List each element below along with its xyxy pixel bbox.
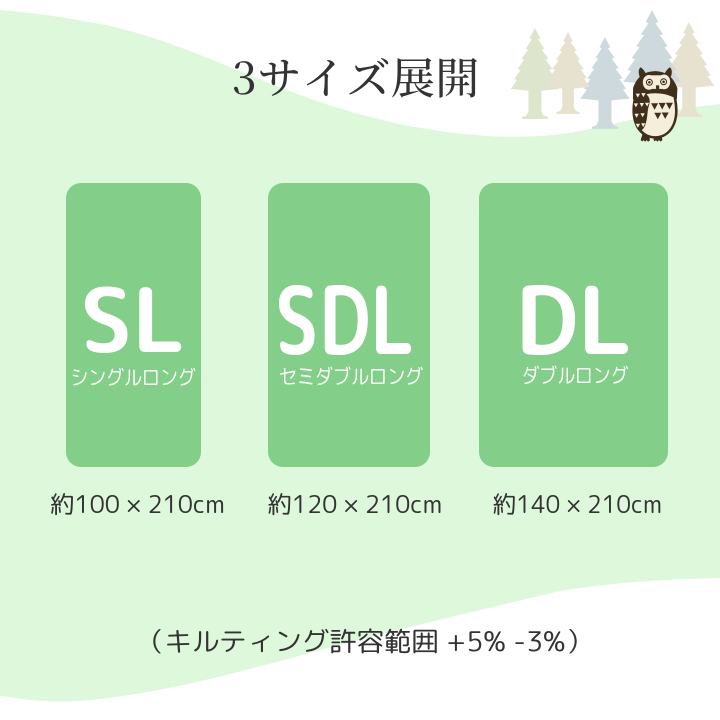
owl-left-eye-pupil <box>648 81 651 84</box>
owl-beak <box>655 85 660 94</box>
pine-tree-silhouette <box>623 9 681 117</box>
page-title: 3サイズ展開 <box>231 42 480 107</box>
pine-tree-2-icon <box>546 32 590 115</box>
pine-tree-4-icon <box>623 9 681 117</box>
pine-tree-silhouette <box>546 32 590 115</box>
size-dimensions-dl: 約140 × 210cm <box>492 487 662 521</box>
size-name-sdl: セミダブルロング <box>279 361 424 391</box>
footnote: （キルティング許容範囲 +5% -3%） <box>136 621 593 660</box>
size-name-dl: ダブルロング <box>521 360 629 390</box>
owl-icon <box>632 67 678 142</box>
pine-tree-1-icon <box>510 28 560 120</box>
size-card-double-long <box>478 183 668 467</box>
pine-tree-silhouette <box>510 28 560 120</box>
bottom-wave <box>0 578 720 720</box>
size-dimensions-sl: 約100 × 210cm <box>50 487 225 521</box>
size-code-sl: SL <box>80 256 187 381</box>
owl-right-eye-pupil <box>662 80 665 84</box>
owl-wing-spots <box>633 93 650 128</box>
size-code-sdl: SDL <box>274 253 416 384</box>
forest-illustration <box>510 9 715 129</box>
pine-tree-3-icon <box>580 36 630 129</box>
size-card-semi-double-long <box>268 183 431 467</box>
size-card-single-long <box>66 183 201 467</box>
size-name-sl: シングルロング <box>70 361 197 392</box>
pine-tree-silhouette <box>580 36 630 129</box>
owl-face-mask-bridge <box>648 75 665 89</box>
size-dimensions-sdl: 約120 × 210cm <box>267 487 442 521</box>
pine-tree-silhouette <box>663 22 715 118</box>
pine-tree-5-icon <box>663 22 715 118</box>
owl-wing <box>634 92 650 131</box>
size-code-dl: DL <box>514 254 633 385</box>
owl-chest-spots <box>651 102 673 120</box>
